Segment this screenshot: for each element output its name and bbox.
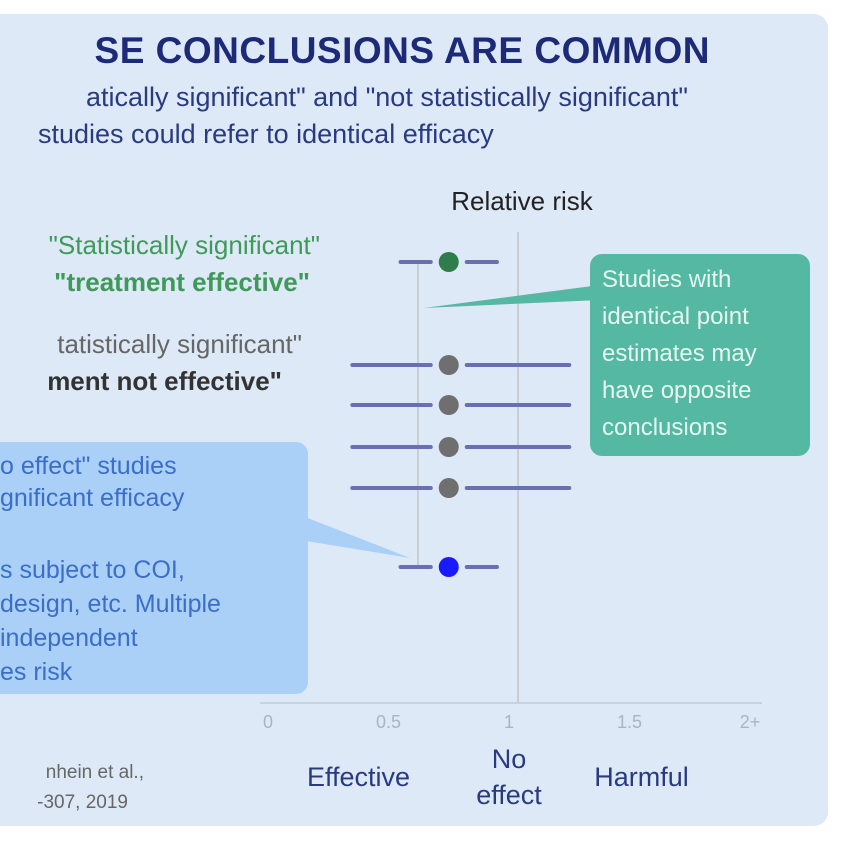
callout-blue-line: o effect" studies xyxy=(0,452,177,480)
region-label: Effective xyxy=(307,762,410,792)
significant-label: "Statistically significant" xyxy=(48,230,320,260)
figure-title: SE CONCLUSIONS ARE COMMON xyxy=(94,30,710,71)
callout-blue-line: design, etc. Multiple xyxy=(0,590,221,618)
blue-callout-pointer xyxy=(300,515,410,558)
point-estimate xyxy=(438,478,459,498)
callout-blue-line: independent xyxy=(0,624,138,652)
point-estimate xyxy=(438,557,459,577)
region-label: No xyxy=(492,744,527,774)
point-estimate xyxy=(438,437,459,457)
callout-blue-line: gnificant efficacy xyxy=(0,484,185,512)
subtitle-line-2: studies could refer to identical efficac… xyxy=(38,119,494,149)
point-estimate xyxy=(438,395,459,415)
callout-green-line: have opposite xyxy=(602,377,752,404)
treatment-effective-label: "treatment effective" xyxy=(54,267,310,297)
chart-title: Relative risk xyxy=(451,186,594,216)
region-labels: Effective No effect Harmful xyxy=(307,744,689,810)
source-citation-line-1: nhein et al., xyxy=(45,762,144,783)
x-tick-label: 0.5 xyxy=(376,712,401,732)
callout-green-line: identical point xyxy=(602,303,749,330)
source-citation-line-2: -307, 2019 xyxy=(37,792,128,813)
x-tick-label: 2+ xyxy=(740,712,761,732)
x-axis-ticks: 0 0.5 1 1.5 2+ xyxy=(263,712,760,732)
callout-green-line: Studies with xyxy=(602,266,732,293)
x-tick-label: 0 xyxy=(263,712,273,732)
treatment-not-effective-label: ment not effective" xyxy=(47,366,282,396)
data-points xyxy=(350,252,572,577)
x-tick-label: 1 xyxy=(504,712,514,732)
green-callout-pointer xyxy=(424,285,600,308)
region-label: Harmful xyxy=(594,762,689,792)
identical-estimates-callout: Studies with identical point estimates m… xyxy=(590,254,810,456)
not-significant-label: tatistically significant" xyxy=(57,329,302,359)
point-estimate xyxy=(438,355,459,375)
callout-blue-line: es risk xyxy=(0,658,73,686)
point-estimate xyxy=(438,252,459,272)
callout-green-line: estimates may xyxy=(602,340,757,367)
callout-blue-line: s subject to COI, xyxy=(0,556,185,584)
no-effect-callout: o effect" studies gnificant efficacy s s… xyxy=(0,442,308,694)
x-tick-label: 1.5 xyxy=(617,712,642,732)
callout-green-line: conclusions xyxy=(602,414,728,441)
subtitle-line-1: atically significant" and "not statistic… xyxy=(85,82,688,112)
region-label: effect xyxy=(476,780,542,810)
